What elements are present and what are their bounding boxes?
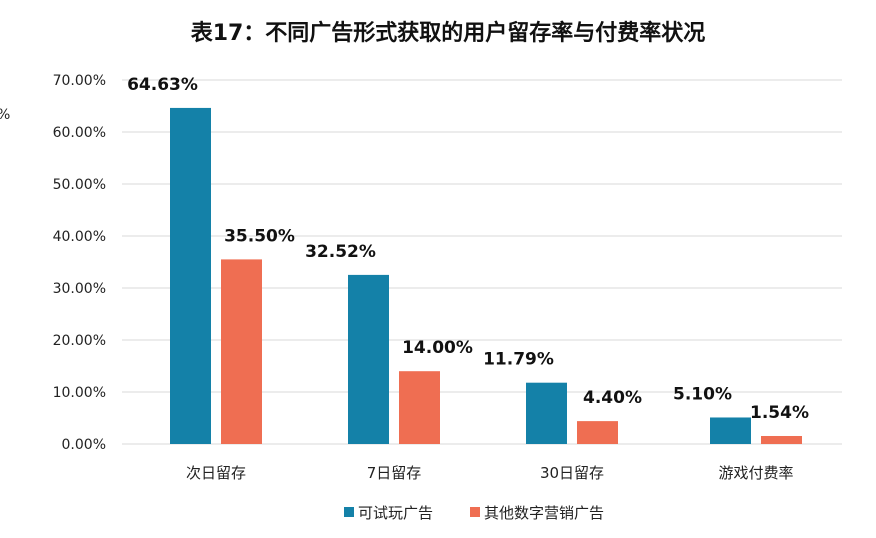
legend-label: 其他数字营销广告 xyxy=(484,504,604,522)
bar-other-3 xyxy=(761,435,802,444)
y-tick-label: 20.00% xyxy=(53,333,106,349)
legend-swatch xyxy=(470,507,480,517)
bar-playable-2 xyxy=(526,382,567,444)
data-label: 14.00% xyxy=(402,338,473,358)
bars xyxy=(170,107,802,444)
x-tick-label: 30日留存 xyxy=(540,464,604,482)
bar-playable-1 xyxy=(348,274,389,444)
y-tick-label: 50.00% xyxy=(53,177,106,193)
data-label: 32.52% xyxy=(305,242,376,262)
legend: 可试玩广告 其他数字营销广告 xyxy=(344,504,604,522)
cropped-axis-glyph: % xyxy=(0,107,10,123)
x-tick-label: 7日留存 xyxy=(367,464,422,482)
y-tick-label: 10.00% xyxy=(53,385,106,401)
data-label: 5.10% xyxy=(673,384,732,404)
x-axis-category-labels: 次日留存 7日留存 30日留存 游戏付费率 xyxy=(186,464,794,482)
bar-other-2 xyxy=(577,421,618,444)
bar-playable-3 xyxy=(710,417,751,444)
data-labels: 64.63% 35.50% 32.52% 14.00% 11.79% 4.40% 5.10%… xyxy=(127,75,809,423)
x-tick-label: 游戏付费率 xyxy=(718,464,793,482)
data-label: 64.63% xyxy=(127,75,198,95)
legend-label: 可试玩广告 xyxy=(358,504,433,522)
y-tick-label: 60.00% xyxy=(53,125,106,141)
y-tick-label: 30.00% xyxy=(53,281,106,297)
data-label: 11.79% xyxy=(483,350,554,370)
y-tick-label: 0.00% xyxy=(62,437,106,453)
x-tick-label: 次日留存 xyxy=(186,464,246,482)
bar-playable-0 xyxy=(170,107,211,444)
data-label: 35.50% xyxy=(224,226,295,246)
data-label: 1.54% xyxy=(750,403,809,423)
data-label: 4.40% xyxy=(583,388,642,408)
y-tick-label: 70.00% xyxy=(53,73,106,89)
legend-swatch xyxy=(344,507,354,517)
y-axis-tick-labels: 0.00% 10.00% 20.00% 30.00% 40.00% 50.00% 60.00… xyxy=(53,73,106,453)
y-tick-label: 40.00% xyxy=(53,229,106,245)
bar-other-0 xyxy=(221,259,262,444)
chart-title: 表17：不同广告形式获取的用户留存率与付费率状况 xyxy=(191,20,706,46)
bar-other-1 xyxy=(399,371,440,444)
